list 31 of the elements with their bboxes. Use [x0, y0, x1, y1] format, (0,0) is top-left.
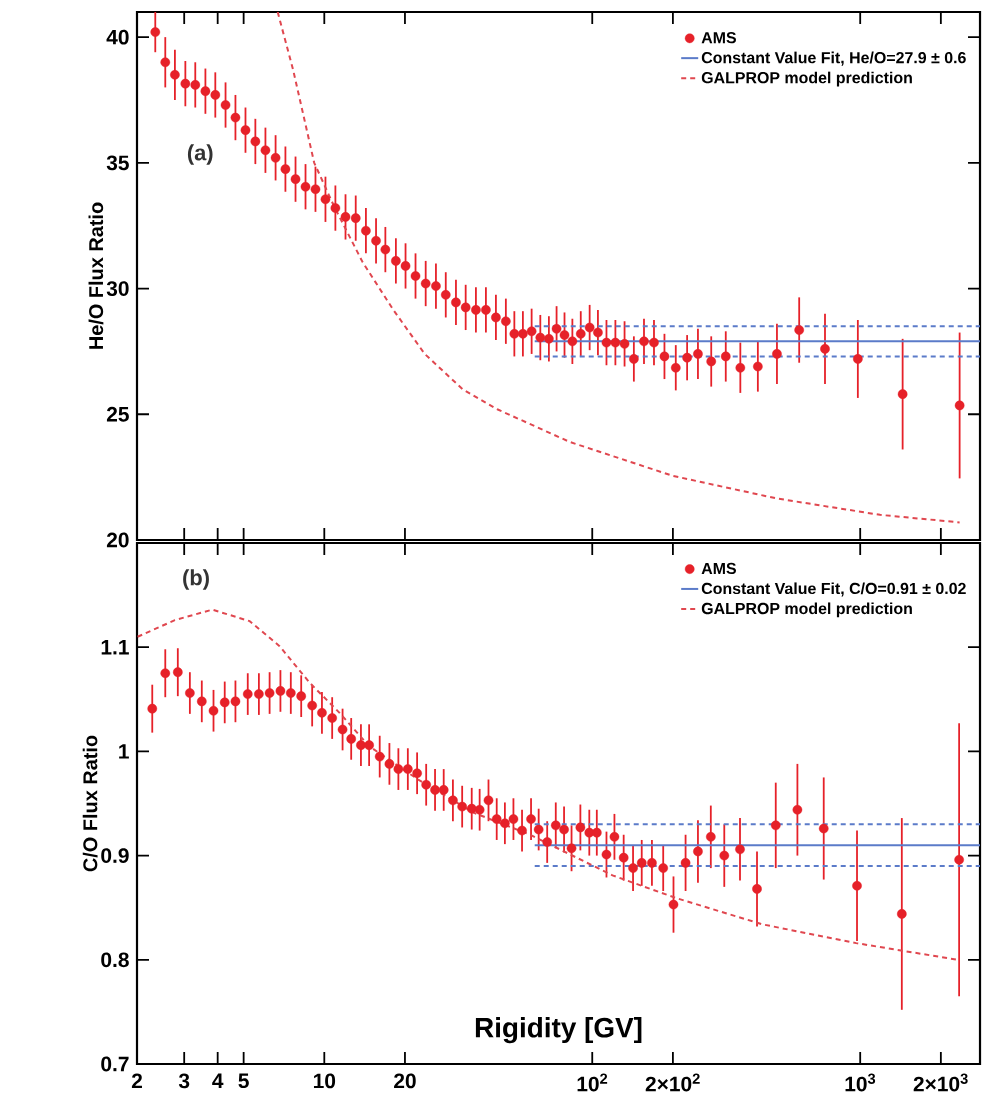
y-tick-label: 0.8 [101, 952, 129, 968]
y-tick-label: 0.9 [101, 848, 129, 863]
x-tick-label: 3 [178, 1073, 190, 1089]
y-tick-label: 25 [106, 406, 129, 422]
y-tick-label: 40 [106, 29, 129, 45]
annotation: (a) [187, 144, 213, 165]
legend-label: AMS [701, 562, 736, 575]
legend-label: Constant Value Fit, C/O=0.91 ± 0.02 [701, 582, 966, 597]
legend-label: GALPROP model prediction [701, 71, 912, 87]
x-tick-label: 10$^{2}$ [577, 1073, 608, 1092]
x-tick-label: 20 [394, 1073, 416, 1089]
x-tick-label: 10$^{3}$ [845, 1073, 876, 1092]
y-tick-label: 1.1 [101, 640, 129, 655]
legend-label: GALPROP model prediction [701, 602, 912, 618]
x-tick-label: 10 [313, 1073, 336, 1089]
legend-label: Constant Value Fit, He/O=27.9 ± 0.6 [701, 51, 966, 66]
legend-label: AMS [701, 32, 736, 44]
y-tick-label: 0.7 [101, 1056, 129, 1072]
y-tick-label: 1 [119, 744, 129, 759]
x-tick-label: 2×10$^{2}$ [645, 1073, 700, 1092]
y-tick-label: 30 [106, 281, 129, 296]
y-tick-label: 35 [106, 155, 129, 171]
y-axis-title: C/O Flux Ratio [82, 735, 98, 872]
x-tick-label: 2 [131, 1073, 142, 1089]
y-axis-title: He/O Flux Ratio [88, 202, 104, 349]
x-tick-label: 2×10$^{3}$ [913, 1073, 968, 1092]
y-tick-label: 20 [106, 532, 129, 548]
annotation: (b) [183, 569, 209, 590]
x-axis-title: Rigidity [GV] [475, 1017, 642, 1044]
x-tick-label: 4 [212, 1073, 224, 1088]
x-tick-label: 5 [238, 1073, 249, 1089]
